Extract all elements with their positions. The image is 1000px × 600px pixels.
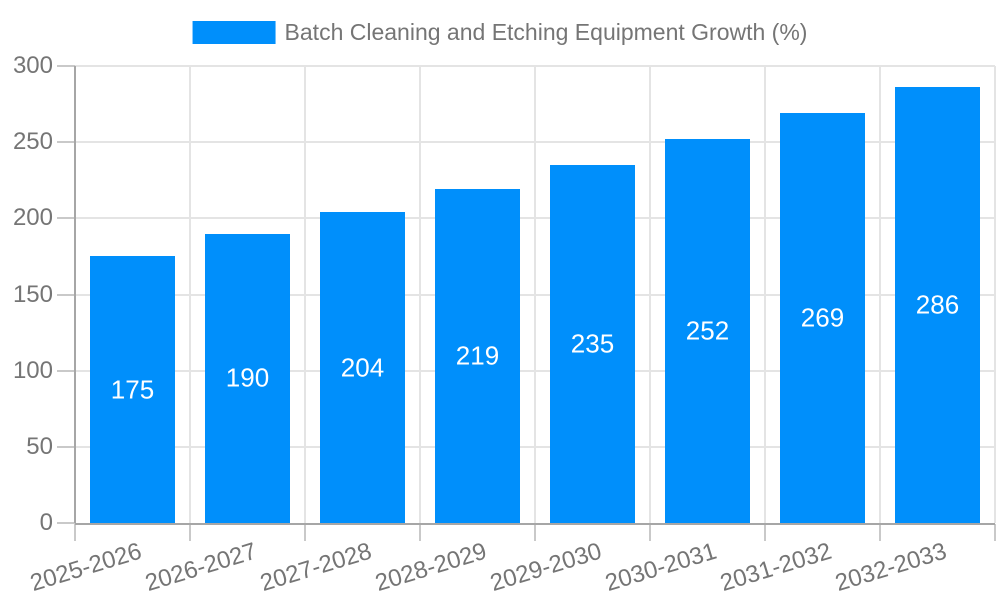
legend-label: Batch Cleaning and Etching Equipment Gro… [284, 19, 808, 45]
y-axis-tick [57, 522, 75, 524]
x-axis-tick [764, 524, 766, 541]
legend-item[interactable]: Batch Cleaning and Etching Equipment Gro… [192, 19, 808, 45]
bar-value-label: 286 [915, 289, 960, 320]
y-axis-label: 50 [26, 432, 53, 460]
bar: 252 [665, 139, 750, 523]
bar: 286 [895, 87, 980, 523]
bar-value-label: 175 [110, 374, 155, 405]
x-gridline [304, 66, 306, 523]
x-axis-tick [534, 524, 536, 541]
bar: 219 [435, 189, 520, 523]
bar-value-label: 204 [340, 352, 385, 383]
x-axis-tick [74, 524, 76, 541]
y-axis-tick [57, 369, 75, 372]
x-gridline [764, 66, 766, 523]
x-axis-line [75, 523, 995, 525]
y-axis-label: 100 [12, 356, 53, 384]
bar: 204 [320, 212, 405, 523]
y-axis-label: 200 [12, 204, 53, 232]
x-gridline [994, 66, 996, 523]
x-gridline [649, 66, 651, 523]
bar-value-label: 269 [800, 302, 845, 333]
x-axis-tick [879, 524, 881, 541]
bar: 269 [780, 113, 865, 523]
x-axis-tick [994, 524, 996, 541]
bar: 235 [550, 165, 635, 523]
x-axis-tick [304, 524, 306, 541]
legend-swatch [192, 20, 276, 44]
bar-value-label: 235 [570, 328, 615, 359]
y-axis-tick [57, 65, 75, 67]
bar-value-label: 190 [225, 362, 270, 393]
x-axis-tick [189, 524, 191, 541]
y-axis-label: 0 [39, 509, 53, 536]
bar: 190 [205, 233, 290, 523]
x-gridline [879, 66, 881, 523]
y-axis-tick [57, 217, 75, 220]
bar-value-label: 252 [685, 315, 730, 346]
y-axis-label: 300 [12, 52, 53, 79]
y-axis-label: 250 [12, 128, 53, 156]
x-gridline [534, 66, 536, 523]
x-axis-tick [649, 524, 651, 541]
y-axis-tick [57, 445, 75, 448]
y-axis-label: 150 [12, 280, 53, 308]
y-axis-line [74, 66, 76, 523]
x-axis-tick [419, 524, 421, 541]
y-axis-tick [57, 141, 75, 144]
bar: 175 [90, 256, 175, 523]
x-gridline [419, 66, 421, 523]
y-axis-tick [57, 293, 75, 296]
x-gridline [189, 66, 191, 523]
bar-value-label: 219 [455, 340, 500, 371]
